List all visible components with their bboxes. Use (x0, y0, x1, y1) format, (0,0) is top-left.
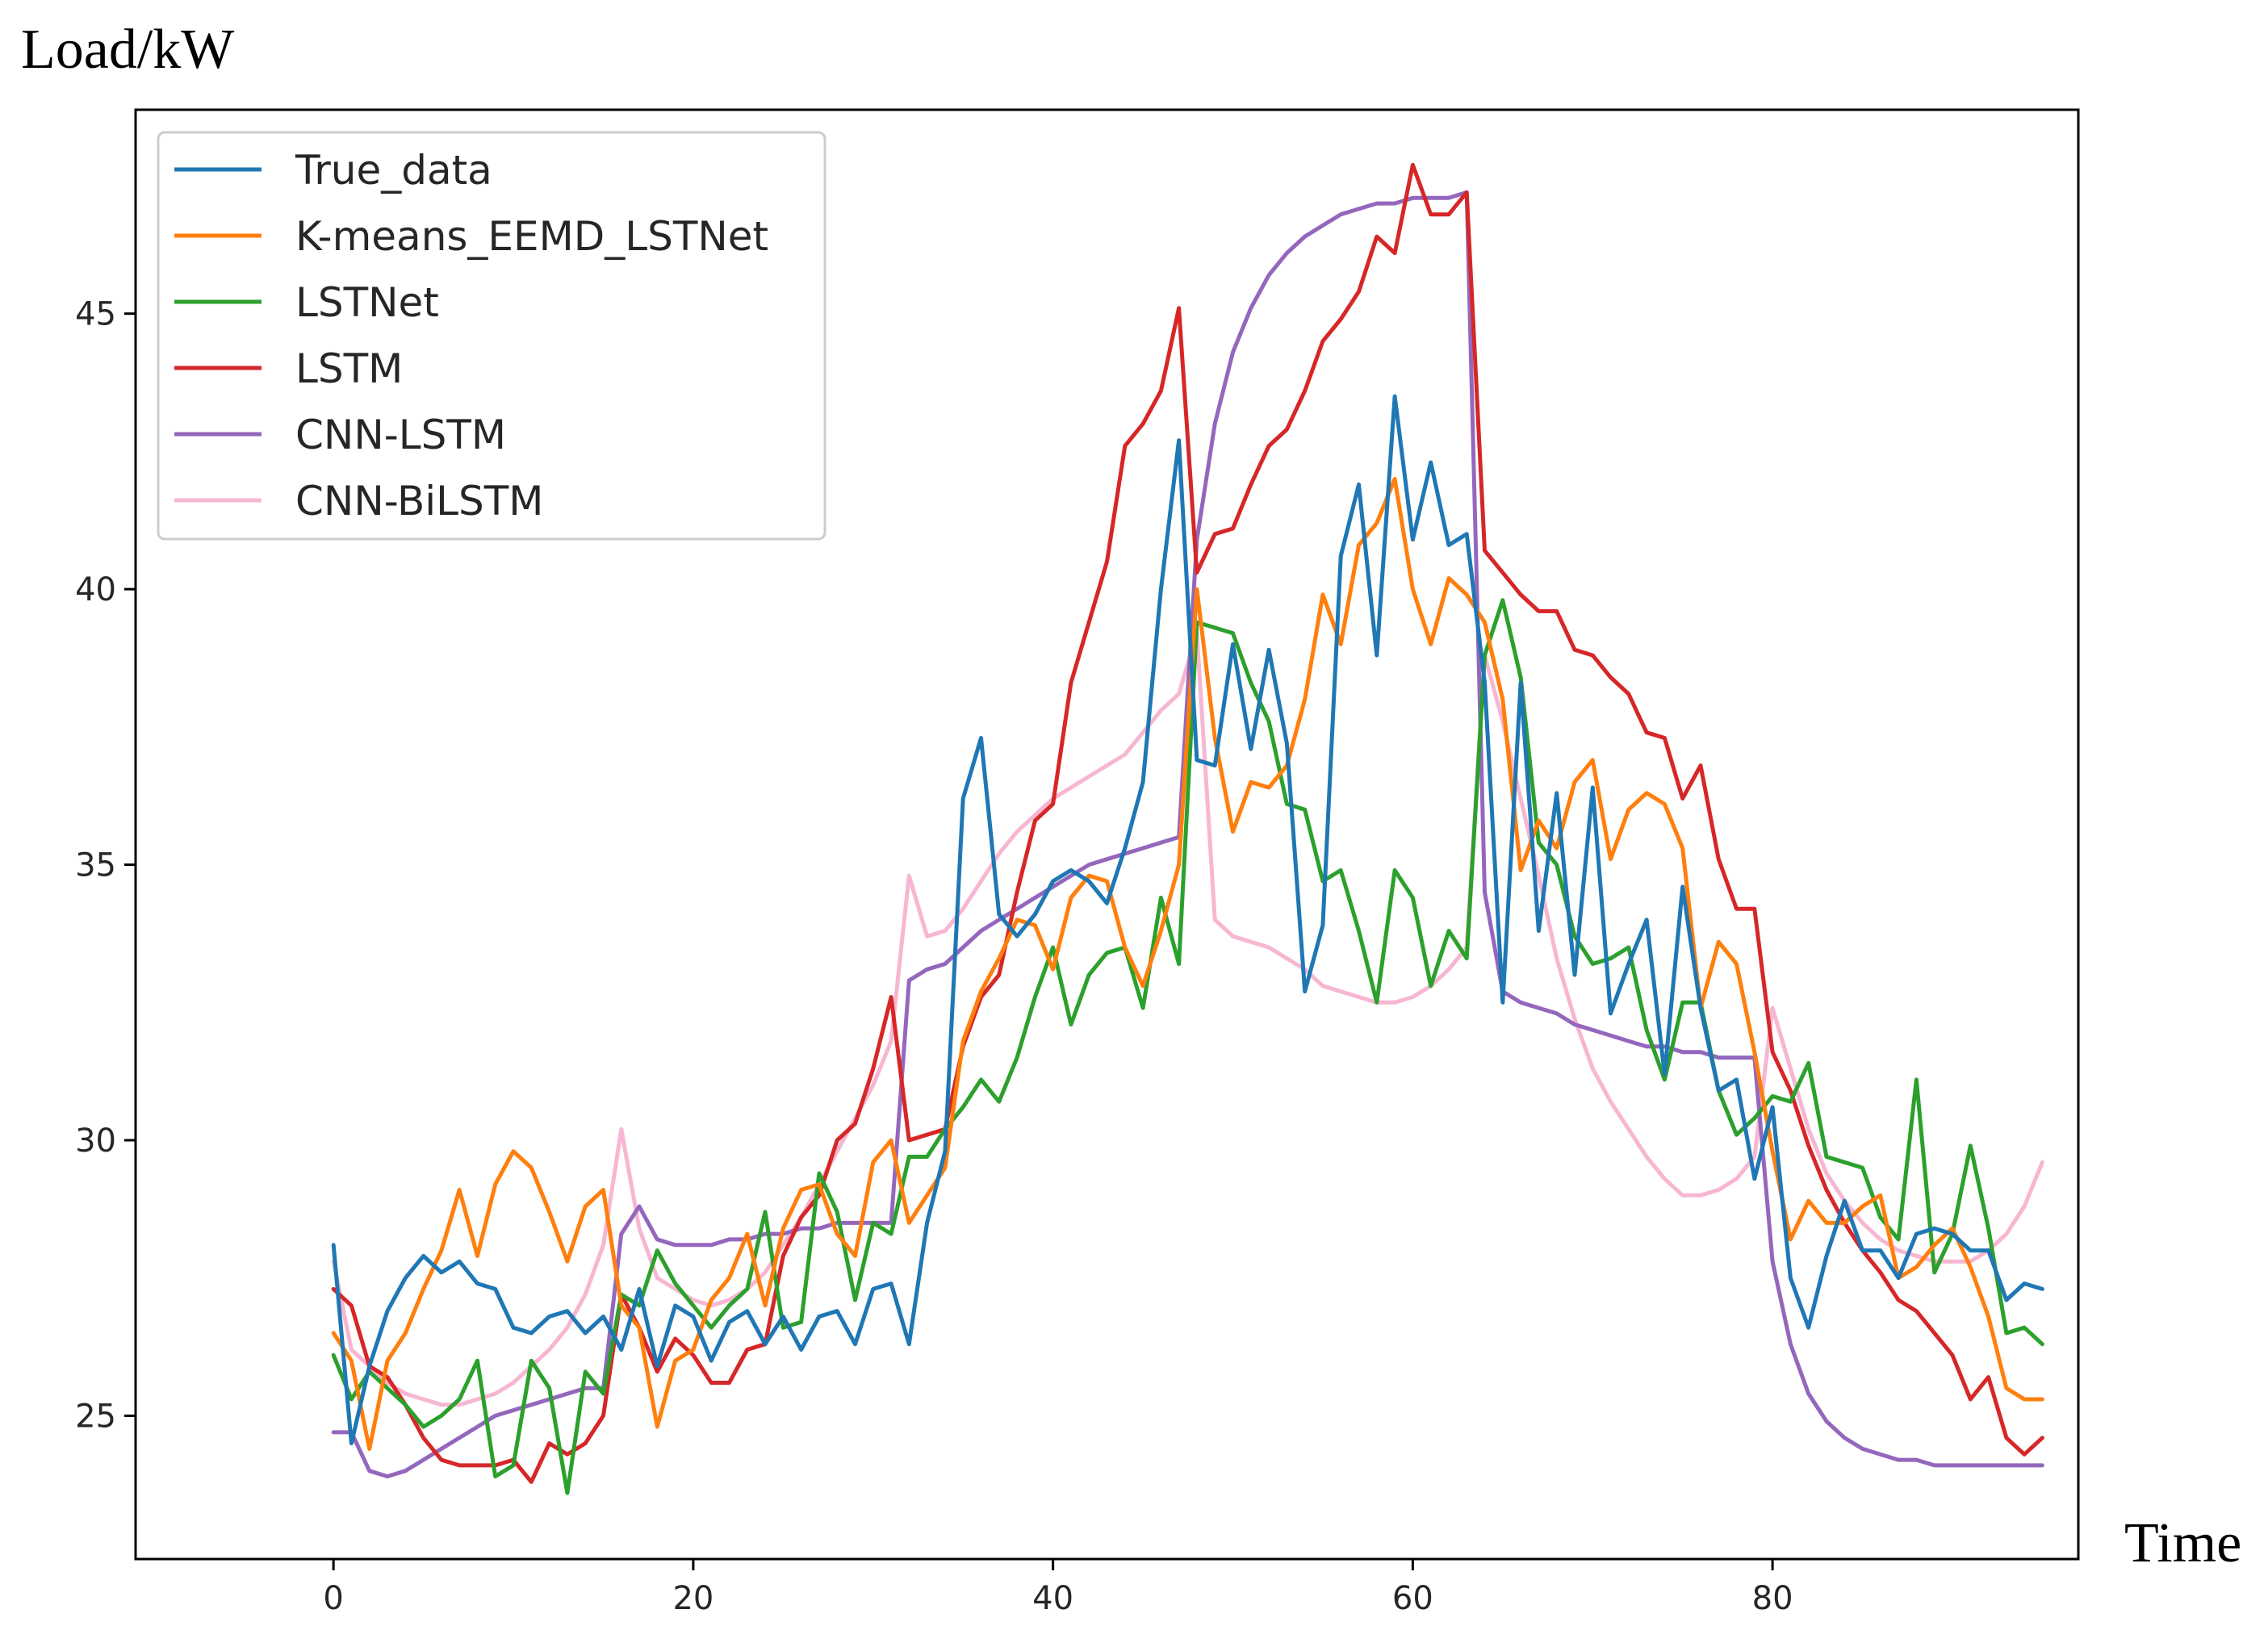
y-tick-label: 40 (75, 571, 116, 608)
x-tick-label: 80 (1752, 1580, 1793, 1617)
plot-lines (331, 162, 2044, 1495)
legend-label: LSTM (295, 345, 403, 392)
series-line-cnn-lstm (331, 190, 2044, 1479)
legend-label: K-means_EEMD_LSTNet (295, 213, 768, 260)
legend-label: CNN-LSTM (295, 412, 506, 458)
series-line-true-data (331, 394, 2044, 1446)
x-tick-label: 20 (672, 1580, 713, 1617)
plot-frame (134, 108, 2080, 1561)
legend-label: CNN-BiLSTM (295, 478, 543, 525)
y-tick-label: 30 (75, 1122, 116, 1160)
y-tick-label: 45 (75, 296, 116, 333)
legend: True_data K-means_EEMD_LSTNet LSTNet LSTM CN… (157, 131, 826, 541)
x-tick-label: 40 (1032, 1580, 1073, 1617)
legend-label: True_data (295, 147, 492, 194)
y-axis-ticks: 25 30 35 40 45 (75, 296, 136, 1435)
legend-label: LSTNet (295, 279, 439, 326)
y-tick-label: 25 (75, 1398, 116, 1435)
x-tick-label: 60 (1392, 1580, 1433, 1617)
series-line-k-means-eemd-lstnet (331, 477, 2044, 1451)
legend-box (157, 131, 826, 541)
y-tick-label: 35 (75, 847, 116, 884)
y-axis-label: Load/kW (21, 19, 234, 81)
x-axis-ticks: 0 20 40 60 80 (323, 1559, 1793, 1617)
x-axis-label: Time (2124, 1512, 2241, 1574)
series-line-lstnet (331, 598, 2044, 1495)
x-tick-label: 0 (323, 1580, 343, 1617)
